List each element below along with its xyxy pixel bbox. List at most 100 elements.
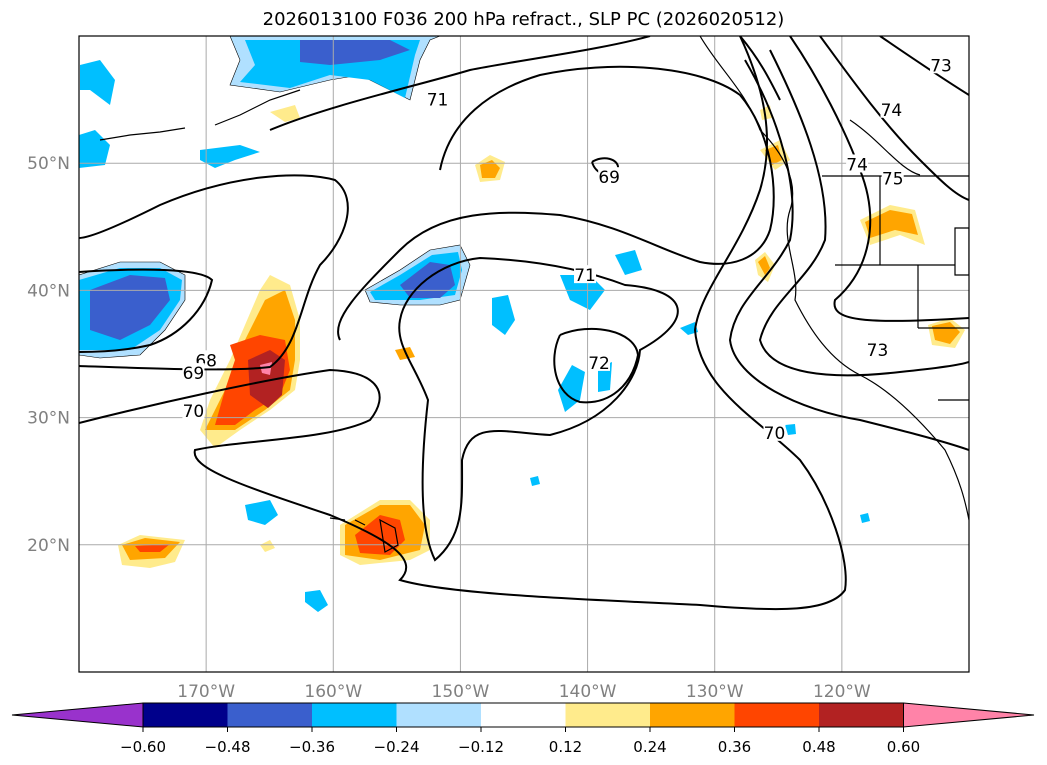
colorbar-tick-label: 0.24	[633, 738, 666, 756]
slp-contour	[739, 36, 781, 101]
contour-label-bg	[881, 168, 904, 187]
colorbar-segment	[819, 703, 904, 727]
contour-label-bg	[930, 55, 953, 74]
shaded-region	[530, 476, 540, 486]
shaded-region	[305, 590, 328, 612]
slp-contour	[728, 59, 969, 451]
shaded-region	[560, 275, 605, 310]
shaded-region	[865, 210, 918, 238]
contour-label: 70	[764, 424, 786, 444]
colorbar-tick-label: −0.60	[120, 738, 166, 756]
x-tick-label: 140°W	[559, 682, 617, 702]
coastline	[214, 89, 301, 126]
slp-contour	[758, 49, 969, 377]
x-tick-label: 160°W	[304, 682, 362, 702]
shaded-region	[785, 424, 796, 435]
y-tick-label: 30°N	[27, 409, 70, 429]
colorbar-segment	[734, 703, 820, 727]
slp-contour	[79, 36, 847, 611]
shaded-region	[558, 365, 585, 412]
contour-label-bg	[763, 422, 786, 441]
axes-frame	[78, 35, 970, 673]
coastline	[354, 519, 366, 526]
contour-label-bg	[588, 352, 611, 371]
colorbar-segment	[650, 703, 735, 727]
x-tick-label: 150°W	[432, 682, 490, 702]
colorbar-frame	[142, 702, 904, 728]
colorbar-tick-label: −0.36	[289, 738, 335, 756]
contour-label: 71	[574, 266, 596, 286]
slp-contour	[269, 36, 651, 131]
x-tick-label: 120°W	[813, 682, 871, 702]
y-tick-label: 40°N	[27, 281, 70, 301]
contour-label-bg	[598, 167, 621, 186]
shaded-region	[270, 105, 300, 122]
contour-label: 72	[588, 354, 610, 374]
colorbar-segment	[565, 703, 651, 727]
colorbar-tick-label: −0.48	[205, 738, 251, 756]
slp-contour	[819, 36, 969, 201]
contour-label: 70	[183, 402, 205, 422]
contour-label: 69	[183, 364, 205, 384]
colorbar-extend-low	[11, 702, 144, 728]
contour-label-bg	[846, 154, 869, 173]
colorbar-segment	[481, 703, 566, 727]
shaded-region	[680, 322, 698, 335]
y-tick-label: 50°N	[27, 154, 70, 174]
contour-label: 75	[882, 169, 904, 189]
coastline	[99, 127, 186, 141]
shaded-region	[79, 130, 110, 168]
shaded-region	[758, 256, 770, 275]
contour-label: 71	[427, 91, 449, 111]
contour-label-bg	[182, 401, 205, 420]
shaded-region	[200, 145, 260, 168]
colorbar-tick-label: −0.12	[458, 738, 504, 756]
shaded-region	[260, 362, 272, 375]
x-tick-label: 170°W	[177, 682, 235, 702]
slp-contour	[879, 36, 969, 96]
colorbar-tick-label: 0.36	[718, 738, 751, 756]
chart-title: 2026013100 F036 200 hPa refract., SLP PC…	[262, 9, 785, 30]
colorbar-extend-high	[903, 702, 1035, 728]
coastline	[849, 119, 921, 176]
contour-label-bg	[574, 265, 597, 284]
contour-label-bg	[182, 363, 205, 382]
slp-contour	[789, 36, 969, 322]
x-tick-label: 130°W	[686, 682, 744, 702]
contour-label: 73	[867, 341, 889, 361]
shaded-region	[492, 295, 515, 335]
colorbar-tick-label: 0.48	[802, 738, 835, 756]
shaded-region	[80, 60, 115, 105]
shaded-region	[260, 540, 275, 552]
slp-contour	[553, 327, 640, 404]
colorbar-segment	[143, 703, 228, 727]
shaded-region	[248, 350, 285, 408]
shaded-region	[765, 145, 782, 165]
contour-label: 69	[598, 168, 620, 188]
slp-contour	[79, 174, 349, 371]
contour-label-bg	[880, 99, 903, 118]
coastline	[699, 36, 969, 521]
colorbar-segment	[227, 703, 313, 727]
contour-label-bg	[426, 89, 449, 108]
slp-contour	[337, 65, 775, 341]
contour-label: 73	[930, 56, 952, 76]
contour-label-bg	[866, 340, 889, 359]
shaded-region	[90, 275, 170, 340]
shaded-region	[480, 160, 500, 178]
slp-contour	[79, 268, 214, 353]
colorbar-tick-label: −0.24	[374, 738, 420, 756]
y-tick-label: 20°N	[27, 536, 70, 556]
colorbar-tick-label: 0.60	[887, 738, 920, 756]
shaded-region	[245, 500, 278, 525]
colorbar-tick-label: 0.12	[549, 738, 582, 756]
slp-contour	[398, 256, 679, 562]
colorbar-segment	[396, 703, 482, 727]
coastline	[954, 227, 969, 276]
contour-label: 74	[881, 101, 903, 121]
shaded-region	[615, 250, 642, 275]
shaded-region	[860, 513, 870, 523]
shaded-region	[135, 544, 170, 552]
